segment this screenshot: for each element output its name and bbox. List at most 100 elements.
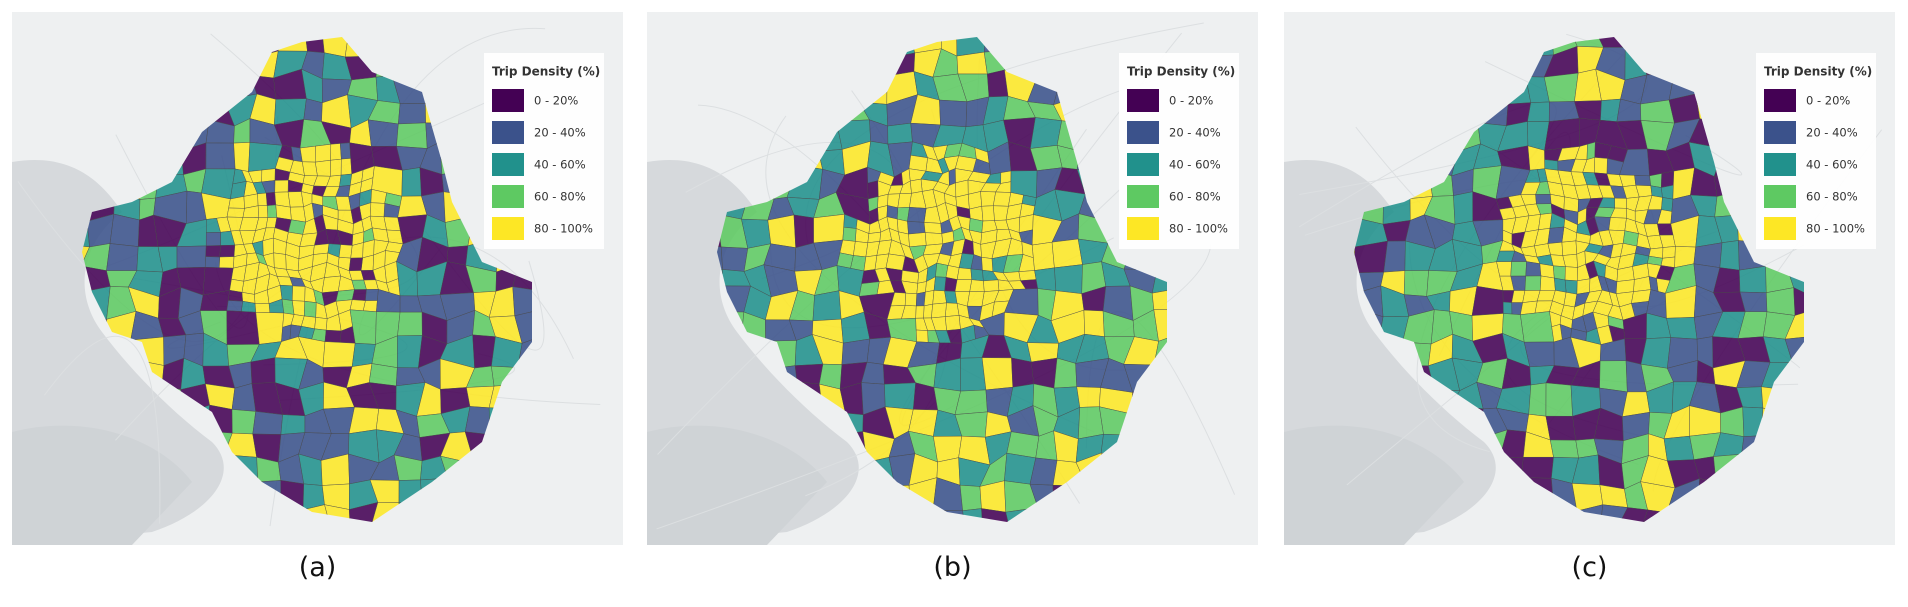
district bbox=[1561, 240, 1577, 256]
legend-label: 0 - 20% bbox=[1806, 94, 1850, 108]
district bbox=[945, 302, 960, 317]
district bbox=[205, 245, 221, 258]
district bbox=[261, 168, 276, 183]
district bbox=[351, 289, 367, 301]
district bbox=[1525, 261, 1542, 277]
district bbox=[939, 99, 968, 128]
district bbox=[969, 279, 985, 292]
district bbox=[1719, 240, 1740, 271]
district bbox=[1614, 197, 1627, 209]
district bbox=[1662, 246, 1676, 259]
legend-label: 40 - 60% bbox=[1806, 158, 1858, 172]
district bbox=[398, 103, 426, 125]
district bbox=[956, 267, 972, 280]
district bbox=[1564, 266, 1578, 282]
sea bbox=[647, 425, 827, 545]
district bbox=[884, 382, 916, 410]
district bbox=[1543, 72, 1579, 103]
legend-swatch bbox=[1127, 153, 1159, 176]
district bbox=[887, 122, 913, 145]
district bbox=[916, 291, 926, 307]
legend-swatch bbox=[1764, 89, 1796, 112]
district bbox=[1528, 382, 1547, 417]
district bbox=[1666, 317, 1698, 340]
legend-swatch bbox=[1127, 89, 1159, 112]
district bbox=[979, 480, 1006, 513]
legend-swatch bbox=[1127, 185, 1159, 208]
district bbox=[299, 145, 316, 163]
district bbox=[313, 243, 330, 255]
district bbox=[1496, 250, 1515, 262]
district bbox=[262, 237, 274, 256]
legend-title: Trip Density (%) bbox=[492, 65, 600, 79]
district bbox=[1634, 175, 1652, 186]
district bbox=[1545, 382, 1573, 417]
district bbox=[257, 192, 268, 206]
district bbox=[981, 357, 1014, 391]
district bbox=[981, 205, 995, 222]
district bbox=[1520, 300, 1538, 315]
district bbox=[254, 303, 271, 313]
district bbox=[1018, 214, 1034, 233]
district bbox=[287, 191, 304, 208]
district bbox=[841, 338, 870, 365]
regions bbox=[1354, 37, 1804, 522]
district bbox=[1054, 264, 1083, 294]
caption: (b) bbox=[933, 552, 972, 583]
legend-label: 80 - 100% bbox=[1806, 222, 1865, 236]
district bbox=[867, 180, 879, 200]
legend: Trip Density (%) 0 - 20% 20 - 40% 40 - 60% 6… bbox=[1756, 53, 1876, 249]
district bbox=[322, 341, 356, 368]
district bbox=[931, 302, 947, 319]
district bbox=[514, 309, 532, 344]
sea bbox=[1284, 425, 1464, 545]
district bbox=[205, 232, 221, 247]
legend: Trip Density (%) 0 - 20% 20 - 40% 40 - 60% 6… bbox=[484, 53, 604, 249]
district bbox=[219, 256, 235, 269]
district bbox=[1550, 254, 1566, 267]
district bbox=[981, 508, 1011, 522]
district bbox=[1599, 360, 1628, 393]
district bbox=[367, 119, 399, 147]
district bbox=[1784, 309, 1804, 340]
legend-swatch bbox=[1764, 185, 1796, 208]
legend-swatch bbox=[492, 153, 524, 176]
district bbox=[915, 305, 925, 319]
district bbox=[273, 252, 287, 270]
district bbox=[932, 290, 947, 305]
district bbox=[304, 301, 317, 318]
district bbox=[1663, 435, 1695, 462]
district bbox=[321, 275, 341, 293]
district bbox=[335, 289, 355, 302]
district bbox=[1554, 277, 1567, 293]
district bbox=[813, 214, 845, 244]
district bbox=[1661, 170, 1675, 188]
district bbox=[349, 502, 379, 522]
legend-label: 80 - 100% bbox=[534, 222, 593, 236]
legend-swatch bbox=[492, 121, 524, 144]
district bbox=[923, 290, 935, 307]
district bbox=[923, 303, 933, 319]
district bbox=[960, 357, 987, 392]
map-panel: Trip Density (%) 0 - 20% 20 - 40% 40 - 60% 6… bbox=[12, 12, 623, 545]
district bbox=[109, 213, 140, 247]
legend-box bbox=[484, 53, 604, 249]
legend-label: 20 - 40% bbox=[1806, 126, 1858, 140]
district bbox=[933, 276, 947, 292]
district bbox=[1403, 270, 1429, 297]
district bbox=[1793, 287, 1804, 316]
district bbox=[338, 244, 353, 259]
district bbox=[231, 409, 256, 435]
legend-box bbox=[1756, 53, 1876, 249]
district bbox=[330, 143, 342, 161]
district bbox=[339, 173, 353, 187]
district bbox=[1547, 242, 1563, 256]
district bbox=[983, 279, 1000, 292]
caption: (c) bbox=[1571, 552, 1608, 583]
legend-label: 20 - 40% bbox=[1169, 126, 1221, 140]
district bbox=[314, 160, 331, 177]
legend-label: 60 - 80% bbox=[534, 190, 586, 204]
district bbox=[176, 245, 207, 269]
district bbox=[720, 246, 749, 272]
district bbox=[349, 299, 366, 311]
